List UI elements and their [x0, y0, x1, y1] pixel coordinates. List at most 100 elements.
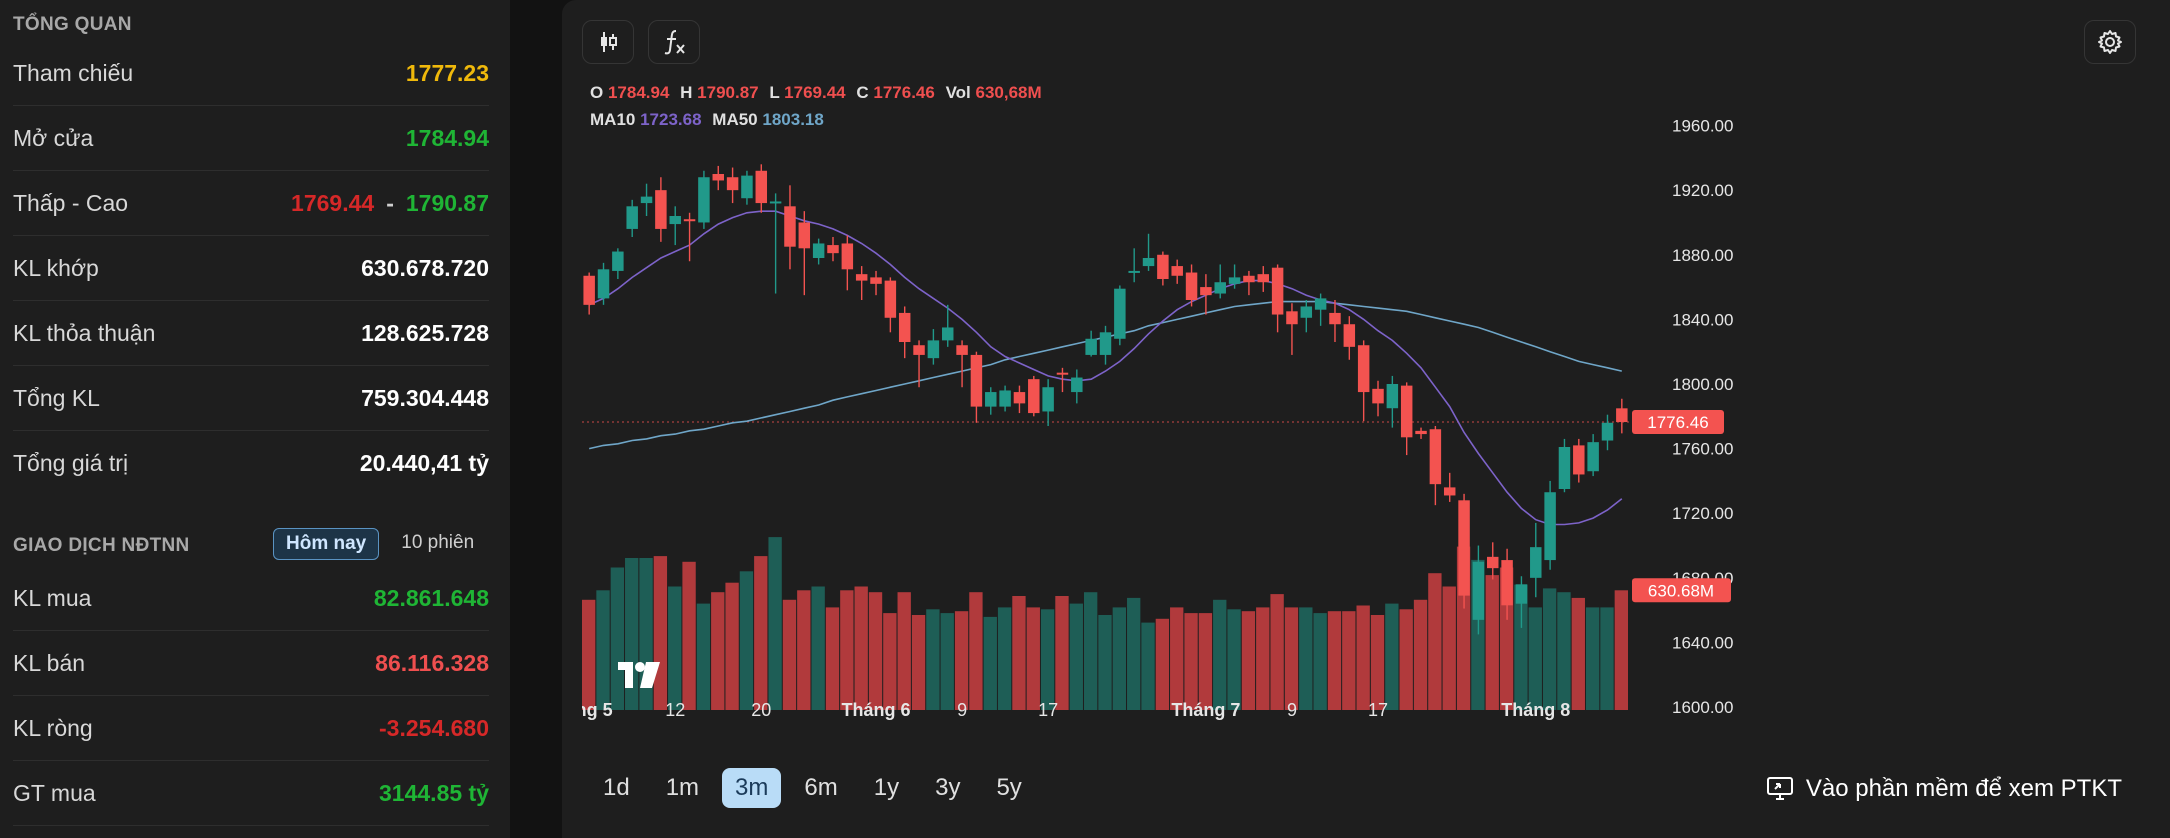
candle-body: [1286, 311, 1298, 325]
range-1d[interactable]: 1d: [603, 774, 630, 801]
volume-bar: [768, 537, 782, 710]
chart-settings-button[interactable]: [2084, 20, 2136, 64]
candle: [698, 170, 710, 229]
candle: [1487, 542, 1499, 580]
candle-body: [1501, 560, 1513, 606]
candle: [1185, 264, 1198, 307]
volume-bar: [1026, 607, 1040, 710]
low-high-separator: -: [386, 189, 394, 216]
candle-body: [1200, 287, 1212, 296]
volume-bar: [754, 556, 768, 710]
range-3m[interactable]: 3m: [722, 768, 782, 808]
tab-10-sessions[interactable]: 10 phiên: [401, 532, 475, 553]
volume-bar: [1055, 596, 1069, 710]
volume-bar: [940, 613, 954, 710]
range-5y[interactable]: 5y: [996, 774, 1022, 801]
candle-body: [669, 216, 681, 225]
open-value: 1784.94: [607, 83, 670, 102]
x-tick-label: 17: [1368, 700, 1388, 720]
row-total-value: Tổng giá trị 20.440,41 tỷ: [13, 431, 489, 495]
candle: [1300, 300, 1313, 333]
close-label: C: [856, 83, 869, 102]
value-reference: 1777.23: [405, 59, 489, 86]
candle-body: [712, 174, 724, 181]
candle: [741, 170, 753, 205]
ptkt-label: Vào phần mềm để xem PTKT: [1805, 775, 2122, 802]
volume-bar: [1083, 592, 1098, 710]
y-tick-label: 1600.00: [1672, 698, 1733, 717]
value-low-high: 1769.44-1790.87: [291, 190, 489, 217]
volume-bar: [1327, 611, 1342, 710]
volume-bar: [983, 616, 997, 710]
candle-body: [1128, 270, 1140, 273]
value-high: 1790.87: [405, 189, 489, 216]
candle: [941, 304, 954, 347]
volume-bar: [1213, 599, 1227, 710]
candle: [1243, 270, 1255, 296]
candlestick-chart[interactable]: 1960.00 1920.00 1880.00 1840.00 1800.00 1760.…: [582, 90, 2142, 720]
volume-bar: [911, 615, 926, 710]
volume-bar: [610, 567, 625, 710]
volume-bar: [1557, 592, 1571, 710]
volume-bar: [997, 607, 1012, 710]
value-total-value: 20.440,41 tỷ: [359, 449, 489, 476]
indicators-button[interactable]: [648, 20, 700, 64]
volume-bar: [1040, 609, 1055, 710]
x-tick-label: 9: [957, 700, 967, 720]
volume-bar: [682, 561, 696, 710]
volume-bar: [782, 599, 797, 710]
candle-body: [1071, 377, 1083, 393]
volume-bar: [1299, 607, 1313, 710]
candle-body: [1587, 442, 1599, 472]
volume-bar: [1385, 603, 1399, 710]
candle: [1386, 375, 1399, 428]
candle-body: [698, 177, 710, 223]
x-tick-label: áng 5: [582, 700, 613, 720]
candle: [1142, 233, 1155, 271]
volume-bar: [1356, 605, 1370, 710]
ma10-line: [588, 210, 1623, 526]
candle: [1042, 379, 1054, 426]
candle: [1329, 300, 1341, 342]
range-3y[interactable]: 3y: [935, 774, 961, 801]
volume-bar: [1370, 615, 1385, 710]
volume-bar: [868, 592, 883, 710]
candle-body: [1415, 430, 1427, 435]
chart-panel: O 1784.94 H 1790.87 L 1769.44 C 1776.46 …: [562, 0, 2170, 838]
tab-today[interactable]: Hôm nay: [273, 528, 380, 560]
foreign-trading-title: GIAO DỊCH NĐTNN: [13, 535, 190, 556]
candle-body: [1114, 288, 1126, 339]
candle-body: [956, 345, 968, 355]
candle-body: [1357, 345, 1370, 393]
row-open: Mở cửa 1784.94: [13, 106, 489, 171]
volume-bar: [883, 613, 897, 710]
volume-bar: [1428, 573, 1442, 710]
range-1m[interactable]: 1m: [665, 774, 700, 801]
open-ptkt-link[interactable]: Vào phần mềm để xem PTKT: [1766, 775, 2122, 803]
label-foreign-buy-value: GT mua: [13, 779, 96, 806]
volume-bar: [1614, 590, 1628, 710]
candle: [784, 185, 796, 270]
volume-value: 630,68M: [975, 83, 1042, 102]
range-1y[interactable]: 1y: [873, 774, 900, 801]
x-tick-label: Tháng 7: [1171, 700, 1240, 720]
candle-body: [1214, 282, 1226, 294]
row-foreign-buy-volume: KL mua 82.861.648: [13, 566, 489, 631]
candle: [1558, 438, 1571, 493]
volume-bar: [1342, 611, 1356, 710]
range-6m[interactable]: 6m: [804, 774, 838, 801]
candle-body: [999, 390, 1011, 407]
candle-body: [941, 327, 954, 341]
label-low-high: Thấp - Cao: [13, 189, 129, 216]
candle: [755, 164, 768, 213]
overview-title: TỔNG QUAN: [13, 14, 132, 35]
candle: [1587, 434, 1599, 477]
volume-bar: [797, 590, 811, 710]
volume-bar: [725, 582, 739, 710]
chart-type-button[interactable]: [582, 20, 634, 64]
ma50-line: [589, 300, 1622, 450]
candle: [1429, 426, 1442, 506]
candle-body: [1056, 372, 1069, 375]
gear-icon: [2098, 30, 2122, 54]
volume-bar: [1313, 613, 1327, 710]
